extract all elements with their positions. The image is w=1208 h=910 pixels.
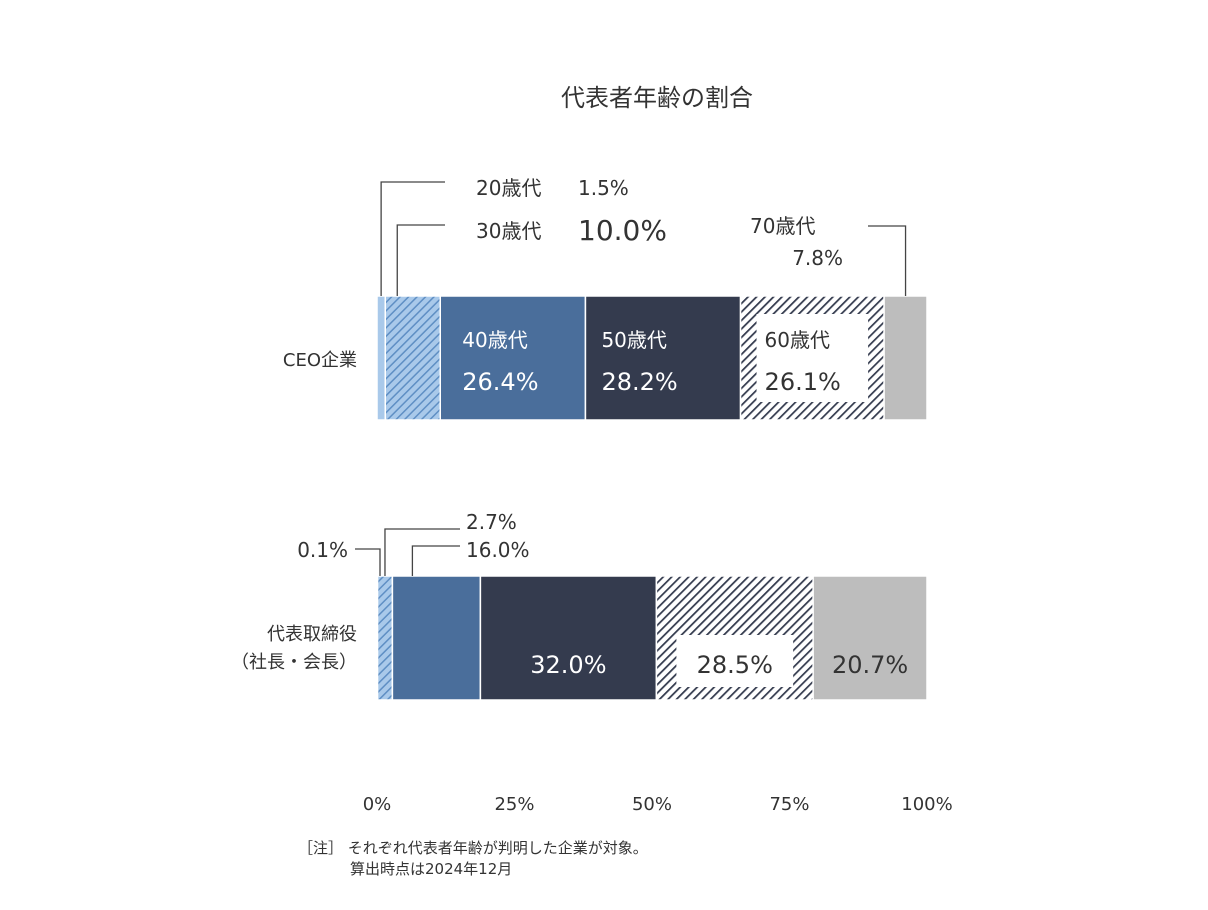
callout-line-30s — [396, 224, 445, 296]
footnote-line-1: ［注］ それぞれ代表者年齢が判明した企業が対象。 — [298, 839, 648, 857]
x-tick-label: 50% — [632, 794, 672, 815]
bar-segment-1-4 — [584, 295, 742, 421]
x-tick-label: 75% — [769, 794, 809, 815]
row-label-representative-sub: （社長・会長） — [231, 652, 357, 673]
series-label-50s: 50歳代 — [601, 328, 666, 352]
value-label-ceo-70s: 7.8% — [792, 246, 843, 270]
row-label-ceo: CEO企業 — [283, 350, 357, 371]
series-label-20s: 20歳代 — [476, 176, 541, 200]
series-label-60s: 60歳代 — [765, 328, 830, 352]
callout-line-20s — [380, 181, 445, 296]
bar-segment-2-6 — [812, 575, 928, 701]
series-label-70s: 70歳代 — [750, 214, 815, 238]
bar-segment-2-4 — [479, 575, 658, 701]
value-label-rep-70s: 20.7% — [832, 651, 908, 679]
label-box-rep-60s — [676, 635, 794, 687]
footnote: ［注］ それぞれ代表者年齢が判明した企業が対象。 算出時点は2024年12月 — [298, 838, 648, 880]
footnote-line-2: 算出時点は2024年12月 — [350, 860, 513, 878]
value-label-rep-60s: 28.5% — [697, 651, 773, 679]
bar-segment-2-3 — [391, 575, 482, 701]
x-tick-label: 100% — [901, 794, 952, 815]
value-label-rep-20s: 0.1% — [297, 538, 348, 562]
series-label-40s: 40歳代 — [462, 328, 527, 352]
x-tick-label: 0% — [363, 794, 392, 815]
bar-segment-1-6 — [883, 295, 928, 421]
x-tick-label: 25% — [494, 794, 534, 815]
callout-line-70s — [868, 225, 907, 296]
value-label-ceo-30s: 10.0% — [578, 214, 667, 247]
callout-line-rep-40s — [411, 545, 460, 576]
bar-segment-1-1 — [376, 295, 386, 421]
callout-line-rep-20s — [355, 548, 381, 576]
bar-segment-2-2 — [376, 575, 394, 701]
value-label-rep-50s: 32.0% — [530, 651, 606, 679]
value-label-rep-40s: 16.0% — [466, 538, 530, 562]
chart-title: 代表者年齢の割合 — [561, 84, 753, 112]
value-label-ceo-50s: 28.2% — [601, 368, 677, 396]
value-label-ceo-60s: 26.1% — [765, 368, 841, 396]
label-box-ceo-60s — [756, 314, 869, 402]
value-label-rep-30s: 2.7% — [466, 510, 517, 534]
bar-segment-1-2 — [384, 295, 441, 421]
series-label-30s: 30歳代 — [476, 219, 541, 243]
callout-line-rep-30s — [384, 528, 460, 576]
value-label-ceo-20s: 1.5% — [578, 176, 629, 200]
row-label-representative: 代表取締役 — [267, 624, 357, 645]
bar-segment-1-3 — [439, 295, 587, 421]
value-label-ceo-40s: 26.4% — [462, 368, 538, 396]
